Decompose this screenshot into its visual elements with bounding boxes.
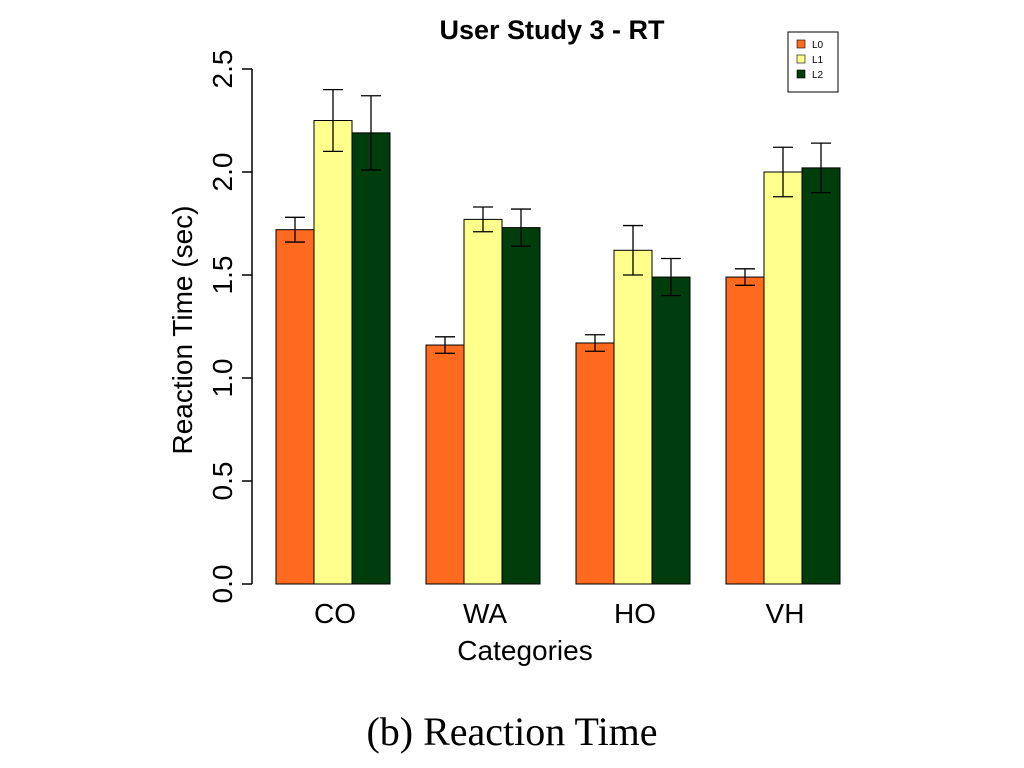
- bar-vh-l2: [801, 167, 841, 585]
- legend-swatch-l1: [796, 54, 806, 64]
- bar-co-l2: [351, 132, 391, 585]
- legend: L0 L1 L2: [787, 31, 839, 93]
- bar-ho-l2: [651, 276, 691, 585]
- x-axis-label: Categories: [457, 635, 592, 666]
- legend-swatch-l2: [796, 69, 806, 79]
- x-tick-label: VH: [766, 598, 805, 629]
- bar-wa-l2: [501, 227, 541, 585]
- bar-ho-l0: [575, 342, 615, 585]
- y-axis: 0.0 0.5 1.0 1.5 2.0 2.5: [207, 50, 253, 604]
- y-tick-label: 1.5: [207, 256, 238, 295]
- legend-box: [787, 31, 839, 93]
- bars-group: [275, 88, 841, 585]
- x-tick-label: WA: [463, 598, 507, 629]
- bar-chart: User Study 3 - RT Categories Reaction Ti…: [167, 15, 841, 666]
- chart-title: User Study 3 - RT: [439, 15, 665, 45]
- legend-label-l2: L2: [812, 70, 824, 81]
- y-axis-label: Reaction Time (sec): [167, 206, 198, 455]
- bar-vh-l0: [725, 276, 765, 585]
- x-tick-label: HO: [614, 598, 656, 629]
- x-tick-labels: CO WA HO VH: [314, 598, 804, 629]
- bar-wa-l1: [463, 218, 503, 585]
- y-tick-label: 2.5: [207, 50, 238, 89]
- y-tick-label: 0.5: [207, 462, 238, 501]
- y-tick-label: 1.0: [207, 359, 238, 398]
- x-tick-label: CO: [314, 598, 356, 629]
- bar-ho-l1: [613, 249, 653, 585]
- legend-label-l0: L0: [812, 40, 824, 51]
- legend-label-l1: L1: [812, 55, 824, 66]
- bar-vh-l1: [763, 171, 803, 585]
- legend-swatch-l0: [796, 39, 806, 49]
- y-tick-label: 0.0: [207, 565, 238, 604]
- y-tick-label: 2.0: [207, 153, 238, 192]
- bar-co-l1: [313, 120, 353, 585]
- bar-wa-l0: [425, 344, 465, 585]
- bar-co-l0: [275, 229, 315, 585]
- figure-caption: (b) Reaction Time: [366, 709, 658, 754]
